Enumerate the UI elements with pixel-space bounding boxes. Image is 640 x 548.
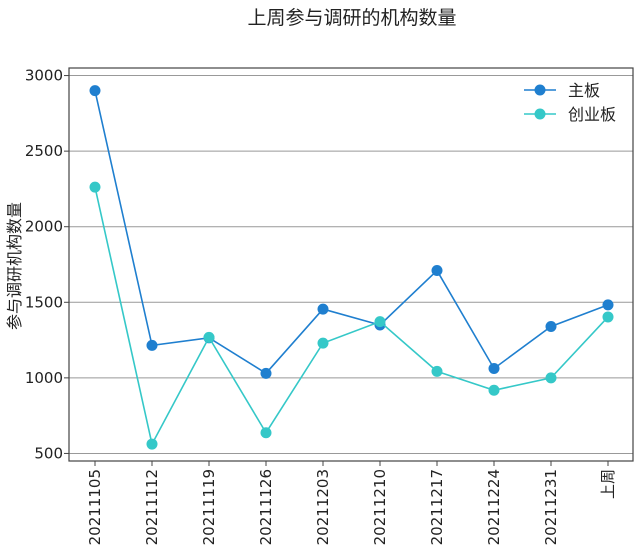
series-1 <box>89 85 614 379</box>
y-tick-label: 500 <box>34 444 63 462</box>
data-point <box>545 320 557 332</box>
series-2 <box>89 181 614 450</box>
y-tick-label: 1500 <box>25 293 63 311</box>
x-tick-label: 20211210 <box>371 469 389 545</box>
x-tick-label: 20211105 <box>86 469 104 545</box>
grid-lines <box>69 75 633 454</box>
x-tick-label: 20211126 <box>257 469 275 545</box>
data-point <box>488 384 500 396</box>
series-line <box>94 90 609 375</box>
series-group <box>89 85 614 450</box>
x-tick-label: 20211112 <box>143 469 161 545</box>
x-tick-label: 20211119 <box>200 469 218 545</box>
data-point <box>545 372 557 384</box>
plot-area-frame <box>68 67 634 462</box>
x-tick-label: 20211203 <box>314 469 332 545</box>
data-point <box>260 427 272 439</box>
data-point <box>203 331 215 343</box>
y-tick-label: 1000 <box>25 369 63 387</box>
data-point <box>317 337 329 349</box>
legend-label: 创业板 <box>568 105 616 124</box>
legend-marker <box>534 84 546 96</box>
data-point <box>602 311 614 323</box>
data-point <box>89 181 101 193</box>
data-point <box>431 265 443 277</box>
legend-marker <box>534 108 546 120</box>
data-point <box>317 303 329 315</box>
y-tick-label: 3000 <box>25 67 63 85</box>
data-point <box>431 365 443 377</box>
y-axis-label: 参与调研机构数量 <box>5 202 24 330</box>
series-line <box>94 186 609 447</box>
chart-title: 上周参与调研的机构数量 <box>247 7 456 29</box>
y-tick-label: 2000 <box>25 218 63 236</box>
data-point <box>146 438 158 450</box>
legend-label: 主板 <box>568 81 600 100</box>
x-tick-label: 20211231 <box>542 469 560 545</box>
y-axis-ticks: 500 1000 1500 2000 2500 3000 <box>25 67 69 462</box>
data-point <box>374 316 386 328</box>
x-tick-label: 20211224 <box>485 469 503 545</box>
y-tick-label: 2500 <box>25 142 63 160</box>
x-axis-ticks: 20211105 20211112 20211119 20211126 20211203… <box>86 461 617 545</box>
data-point <box>488 362 500 374</box>
x-tick-label: 上周 <box>599 469 617 499</box>
data-point <box>602 299 614 311</box>
data-point <box>260 367 272 379</box>
data-point <box>146 339 158 351</box>
x-tick-label: 20211217 <box>428 469 446 545</box>
data-point <box>89 85 101 97</box>
